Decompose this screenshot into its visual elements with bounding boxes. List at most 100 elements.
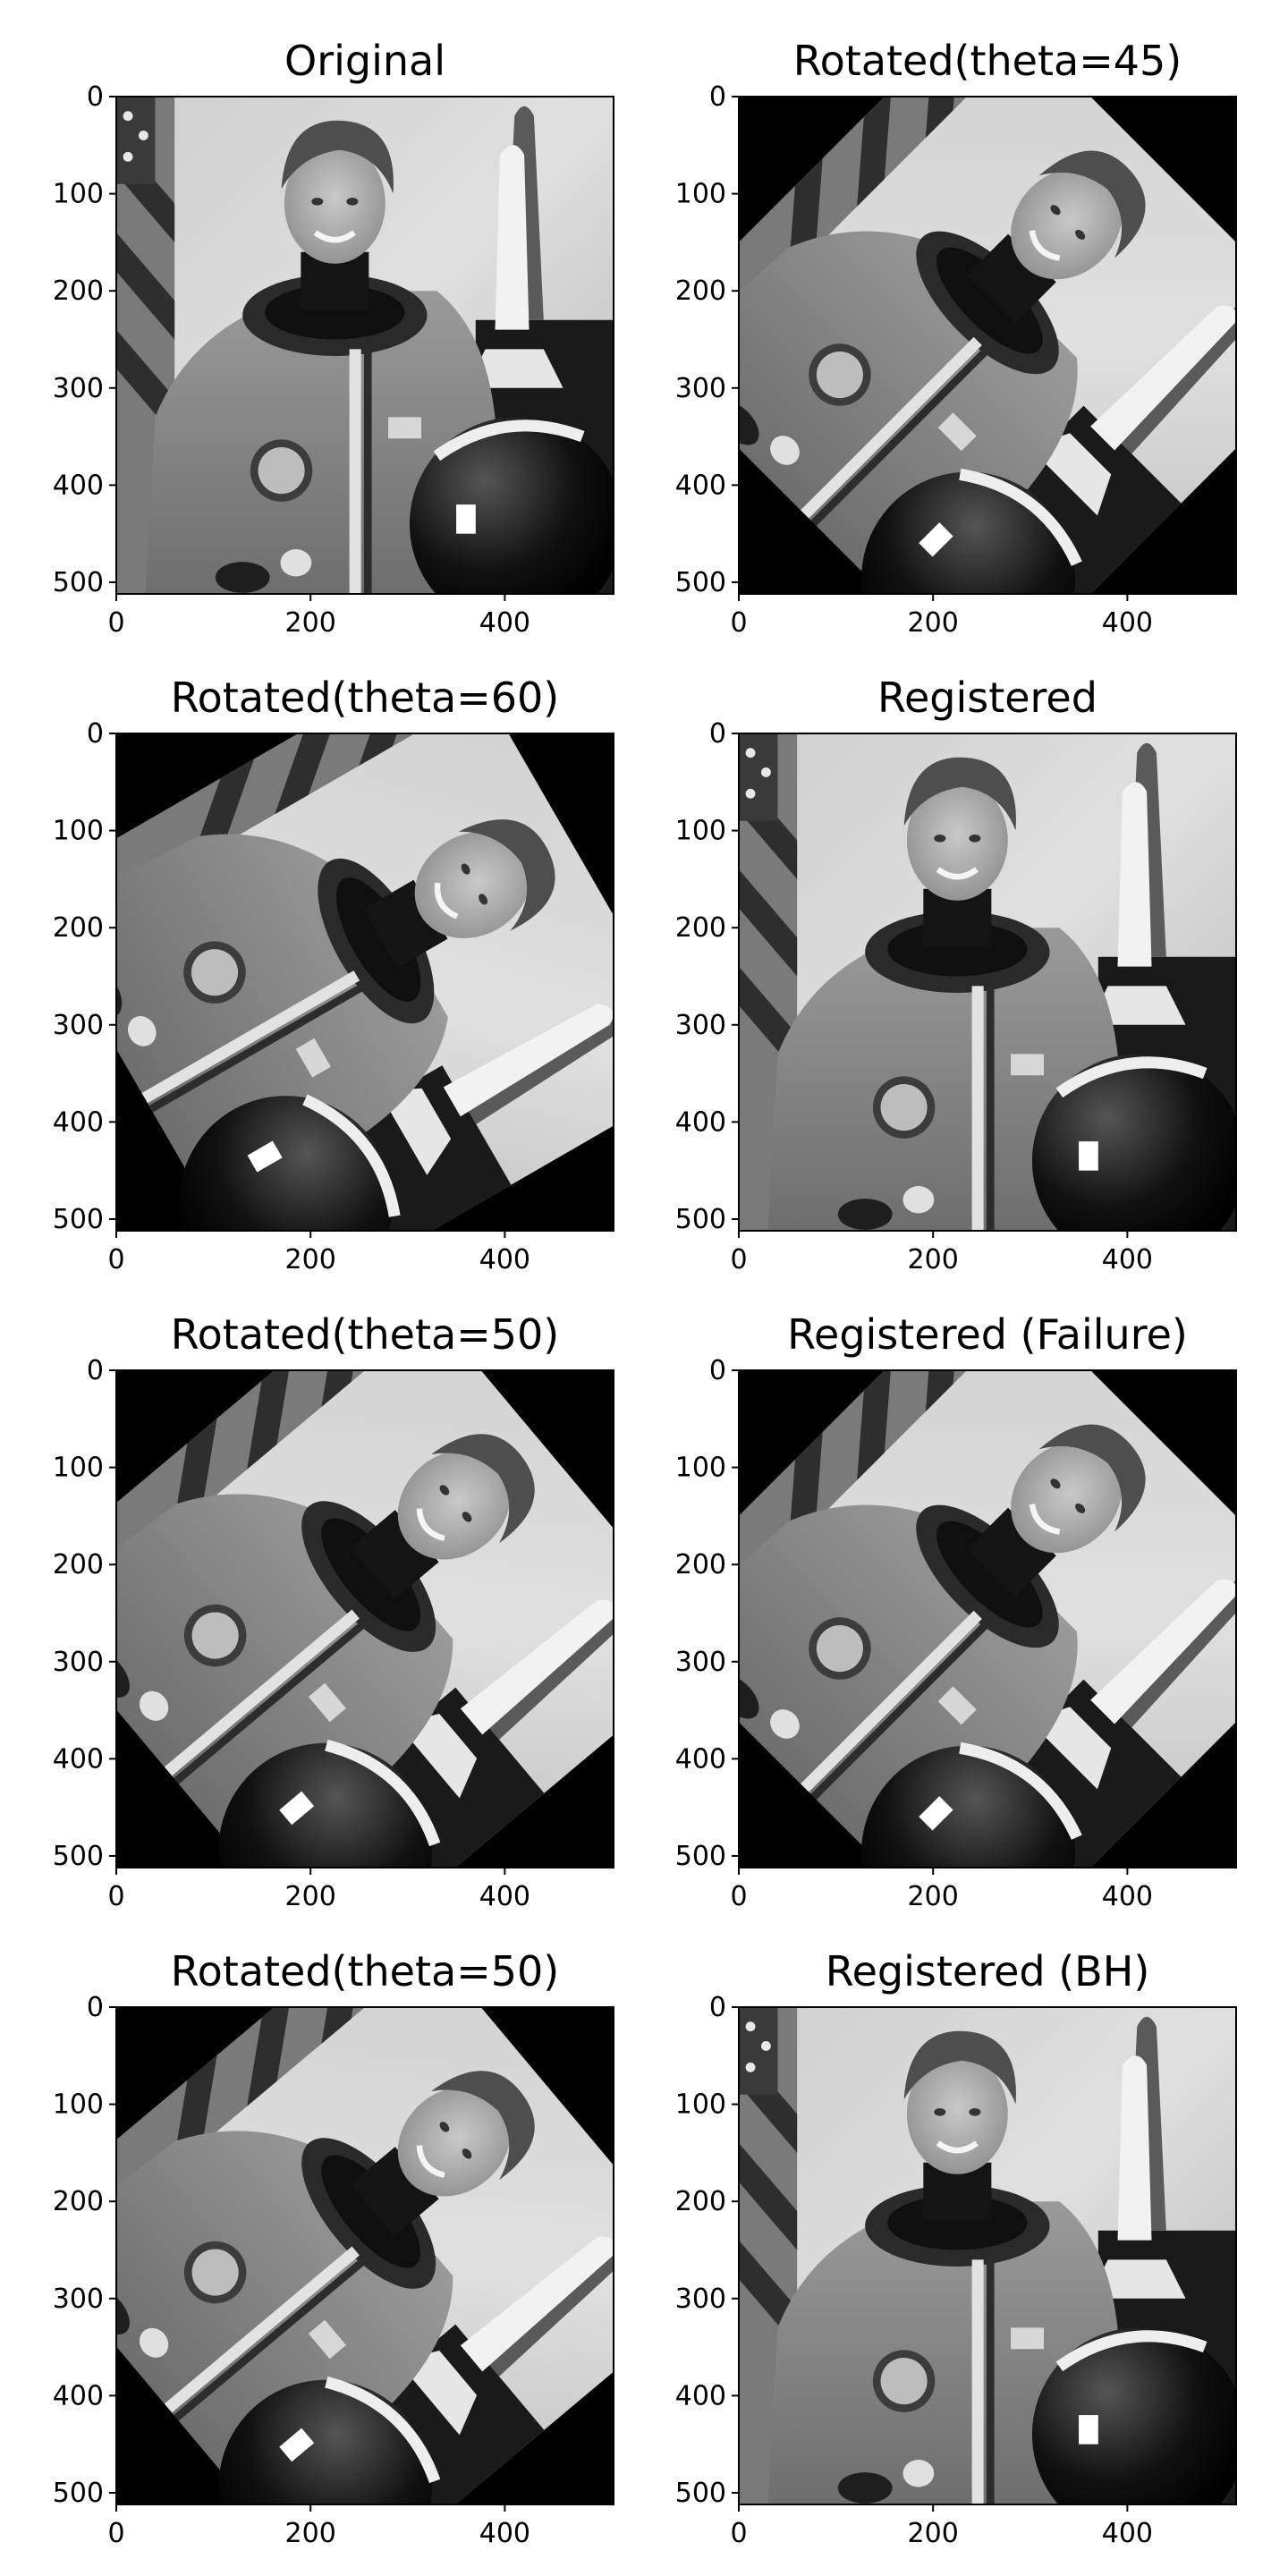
panel-3-ytick-label-400: 400 xyxy=(53,1106,104,1138)
panel-8: Registered (BH) 0 200 400 0 100 200 300 400 500 xyxy=(675,1947,1237,2549)
panel-8-axes-frame xyxy=(738,2006,1237,2505)
panel-8-xtick-label-400: 400 xyxy=(1102,2518,1153,2549)
panel-8-ytick-label-400: 400 xyxy=(675,2380,726,2411)
panel-3-ytick-label-100: 100 xyxy=(53,816,104,847)
panel-6-title: Registered (Failure) xyxy=(787,1310,1188,1359)
panel-2-ytick-label-400: 400 xyxy=(675,470,726,501)
panel-4-axes-frame xyxy=(738,733,1237,1232)
panel-4-title: Registered xyxy=(877,674,1097,722)
panel-5-ytick-label-300: 300 xyxy=(53,1647,104,1678)
panel-2: Rotated(theta=45) 0 200 400 0 100 200 300 400 500 xyxy=(675,37,1237,639)
panel-2-axes-frame xyxy=(738,96,1237,595)
panel-6-axes-frame xyxy=(738,1369,1237,1868)
panel-2-ytick-label-300: 300 xyxy=(675,373,726,404)
panel-4-ytick-label-100: 100 xyxy=(675,816,726,847)
panel-5-title: Rotated(theta=50) xyxy=(171,1310,559,1359)
panel-3-ytick-label-200: 200 xyxy=(53,912,104,944)
panel-5-ytick-label-500: 500 xyxy=(53,1841,104,1872)
panel-4-ytick-label-300: 300 xyxy=(675,1010,726,1041)
panel-3-xtick-label-0: 0 xyxy=(107,1244,124,1275)
panel-2-ytick-label-100: 100 xyxy=(675,179,726,210)
panel-1: Original 0 200 400 0 100 200 300 400 500 xyxy=(53,37,614,639)
panel-8-ytick-label-100: 100 xyxy=(675,2089,726,2121)
panel-3-ytick-label-300: 300 xyxy=(53,1010,104,1041)
panel-3-ytick-label-0: 0 xyxy=(87,718,104,750)
panel-1-xtick-label-0: 0 xyxy=(107,607,124,639)
panel-1-ytick-label-400: 400 xyxy=(53,470,104,501)
panel-7-title: Rotated(theta=50) xyxy=(171,1947,559,1996)
panel-4-xtick-label-200: 200 xyxy=(908,1244,959,1275)
panel-6-ytick-label-400: 400 xyxy=(675,1743,726,1775)
panel-6-xtick-label-200: 200 xyxy=(908,1881,959,1912)
panel-7: Rotated(theta=50) 0 200 400 0 100 200 300 400 500 xyxy=(53,1947,614,2549)
panel-5-ytick-label-400: 400 xyxy=(53,1743,104,1775)
panel-6-ytick-label-500: 500 xyxy=(675,1841,726,1872)
panel-7-ytick-label-100: 100 xyxy=(53,2089,104,2121)
panel-1-ytick-label-500: 500 xyxy=(53,567,104,598)
panel-6-ytick-label-100: 100 xyxy=(675,1453,726,1484)
panel-8-ytick-label-200: 200 xyxy=(675,2186,726,2217)
panel-2-ytick-label-500: 500 xyxy=(675,567,726,598)
panel-7-ytick-label-400: 400 xyxy=(53,2380,104,2411)
panel-3-ytick-label-500: 500 xyxy=(53,1204,104,1235)
panel-2-ytick-label-0: 0 xyxy=(709,81,726,113)
panel-7-ytick-label-0: 0 xyxy=(87,1992,104,2023)
panel-8-xtick-label-0: 0 xyxy=(730,2518,747,2549)
panel-6: Registered (Failure) 0 200 400 0 100 200 300 400… xyxy=(675,1310,1237,1912)
panel-6-ytick-label-300: 300 xyxy=(675,1647,726,1678)
panel-1-xtick-label-400: 400 xyxy=(479,607,530,639)
panel-2-ytick-label-200: 200 xyxy=(675,275,726,307)
panel-5-xtick-label-0: 0 xyxy=(107,1881,124,1912)
panel-7-xtick-label-200: 200 xyxy=(285,2518,336,2549)
panel-4: Registered 0 200 400 0 100 200 300 400 500 xyxy=(675,674,1237,1275)
panel-3-xtick-label-200: 200 xyxy=(285,1244,336,1275)
panel-3-axes-frame xyxy=(115,733,614,1232)
panel-7-axes-frame xyxy=(115,2006,614,2505)
panel-2-xtick-label-200: 200 xyxy=(908,607,959,639)
panel-8-ytick-label-0: 0 xyxy=(709,1992,726,2023)
panel-5-ytick-label-200: 200 xyxy=(53,1549,104,1580)
panel-8-xtick-label-200: 200 xyxy=(908,2518,959,2549)
panel-4-ytick-label-400: 400 xyxy=(675,1106,726,1138)
panel-4-xtick-label-400: 400 xyxy=(1102,1244,1153,1275)
panel-1-image xyxy=(116,97,614,594)
panel-8-ytick-label-500: 500 xyxy=(675,2478,726,2509)
panel-1-ytick-label-0: 0 xyxy=(87,81,104,113)
panel-6-ytick-label-0: 0 xyxy=(709,1355,726,1386)
panel-8-title: Registered (BH) xyxy=(826,1947,1150,1996)
panel-3-image xyxy=(116,733,614,1231)
panel-7-image xyxy=(116,2007,614,2504)
panel-7-ytick-label-200: 200 xyxy=(53,2186,104,2217)
panel-4-ytick-label-500: 500 xyxy=(675,1204,726,1235)
panel-5-ytick-label-100: 100 xyxy=(53,1453,104,1484)
panel-1-ytick-label-100: 100 xyxy=(53,179,104,210)
panel-7-ytick-label-300: 300 xyxy=(53,2284,104,2315)
panel-2-title: Rotated(theta=45) xyxy=(793,37,1182,85)
panel-5-image xyxy=(116,1370,614,1868)
panel-8-image xyxy=(739,2007,1236,2504)
panel-7-xtick-label-400: 400 xyxy=(479,2518,530,2549)
panel-7-ytick-label-500: 500 xyxy=(53,2478,104,2509)
panel-5: Rotated(theta=50) 0 200 400 0 100 200 300 400 500 xyxy=(53,1310,614,1912)
panel-1-ytick-label-300: 300 xyxy=(53,373,104,404)
panel-1-axes-frame xyxy=(115,96,614,595)
panel-6-xtick-label-0: 0 xyxy=(730,1881,747,1912)
panel-5-xtick-label-200: 200 xyxy=(285,1881,336,1912)
panel-3: Rotated(theta=60) 0 200 400 0 100 200 300 400 500 xyxy=(53,674,614,1275)
panel-4-ytick-label-200: 200 xyxy=(675,912,726,944)
panel-2-xtick-label-400: 400 xyxy=(1102,607,1153,639)
panel-4-xtick-label-0: 0 xyxy=(730,1244,747,1275)
panel-3-title: Rotated(theta=60) xyxy=(171,674,559,722)
panel-5-xtick-label-400: 400 xyxy=(479,1881,530,1912)
panel-4-ytick-label-0: 0 xyxy=(709,718,726,750)
panel-5-axes-frame xyxy=(115,1369,614,1868)
panel-3-xtick-label-400: 400 xyxy=(479,1244,530,1275)
panel-6-ytick-label-200: 200 xyxy=(675,1549,726,1580)
panel-5-ytick-label-0: 0 xyxy=(87,1355,104,1386)
panel-1-ytick-label-200: 200 xyxy=(53,275,104,307)
panel-6-image xyxy=(739,1370,1236,1868)
panel-7-xtick-label-0: 0 xyxy=(107,2518,124,2549)
panel-4-image xyxy=(739,733,1236,1231)
